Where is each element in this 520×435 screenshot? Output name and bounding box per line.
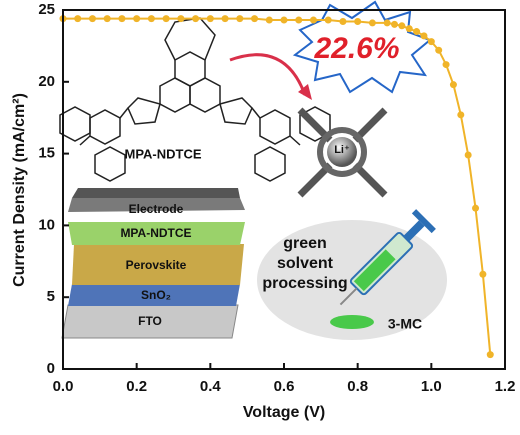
illustrations [59,0,447,340]
arrow-head [298,84,312,100]
marker [133,15,141,23]
marker [324,16,332,24]
marker [147,15,155,23]
layer-label: Electrode [129,202,184,216]
marker [354,17,362,25]
li-ball [327,137,357,167]
x-tick-label: 1.2 [495,378,516,395]
marker [383,19,391,27]
marker [472,204,480,212]
layer-label: MPA-NDTCE [120,226,191,240]
marker [88,15,96,23]
x-tick-label: 0.4 [200,378,222,395]
x-axis-label: Voltage (V) [243,404,325,421]
marker [162,15,170,23]
y-tick-label: 5 [47,288,55,305]
marker [309,16,317,24]
droplet [330,315,374,329]
marker [368,19,376,27]
layer-label: Perovskite [126,258,187,272]
molecule-name: MPA-NDTCE [124,146,201,161]
x-tick-label: 1.0 [421,378,442,395]
solvent-name: 3-MC [388,316,422,332]
marker [221,15,229,23]
ring [317,127,367,177]
marker [449,81,457,89]
ion: Li⁺ [334,144,350,156]
y-axis-label: Current Density (mA/cm²) [11,93,28,287]
layer-label: FTO [138,314,162,328]
marker [391,20,398,28]
marker [177,15,185,23]
marker [103,15,111,23]
marker [206,15,214,23]
x-tick-label: 0.8 [347,378,368,395]
chains [297,107,388,198]
y-tick-label: 0 [47,360,55,377]
marker [236,15,244,23]
marker [479,270,487,278]
plot [59,15,494,359]
note-line: processing [262,275,347,292]
x-tick-label: 0.0 [53,378,74,395]
marker [251,15,259,23]
efficiency: 22.6% [313,32,399,65]
marker [295,16,303,24]
marker [427,38,435,46]
marker [405,25,413,33]
marker [464,151,472,159]
marker [486,351,494,359]
y-tick-label: 15 [38,145,55,162]
layer-label: SnO₂ [141,288,171,302]
layer-stack [61,188,245,339]
marker [442,61,450,69]
syringe [339,209,436,306]
marker [457,111,465,119]
y-tick-label: 10 [38,216,55,233]
marker [74,15,82,23]
marker [192,15,200,23]
x-tick-label: 0.2 [126,378,147,395]
marker [435,46,443,54]
note-line: solvent [277,255,334,272]
arrow [229,53,307,96]
marker [398,22,406,30]
marker [413,28,421,36]
marker [280,16,288,24]
marker [118,15,126,23]
molecule-sketch [59,17,331,182]
marker [265,16,273,24]
marker [420,32,428,40]
marker [339,17,347,25]
y-tick-label: 20 [38,73,55,90]
x-tick-label: 0.6 [274,378,295,395]
note-line: green [283,235,327,252]
y-tick-label: 25 [38,1,55,18]
